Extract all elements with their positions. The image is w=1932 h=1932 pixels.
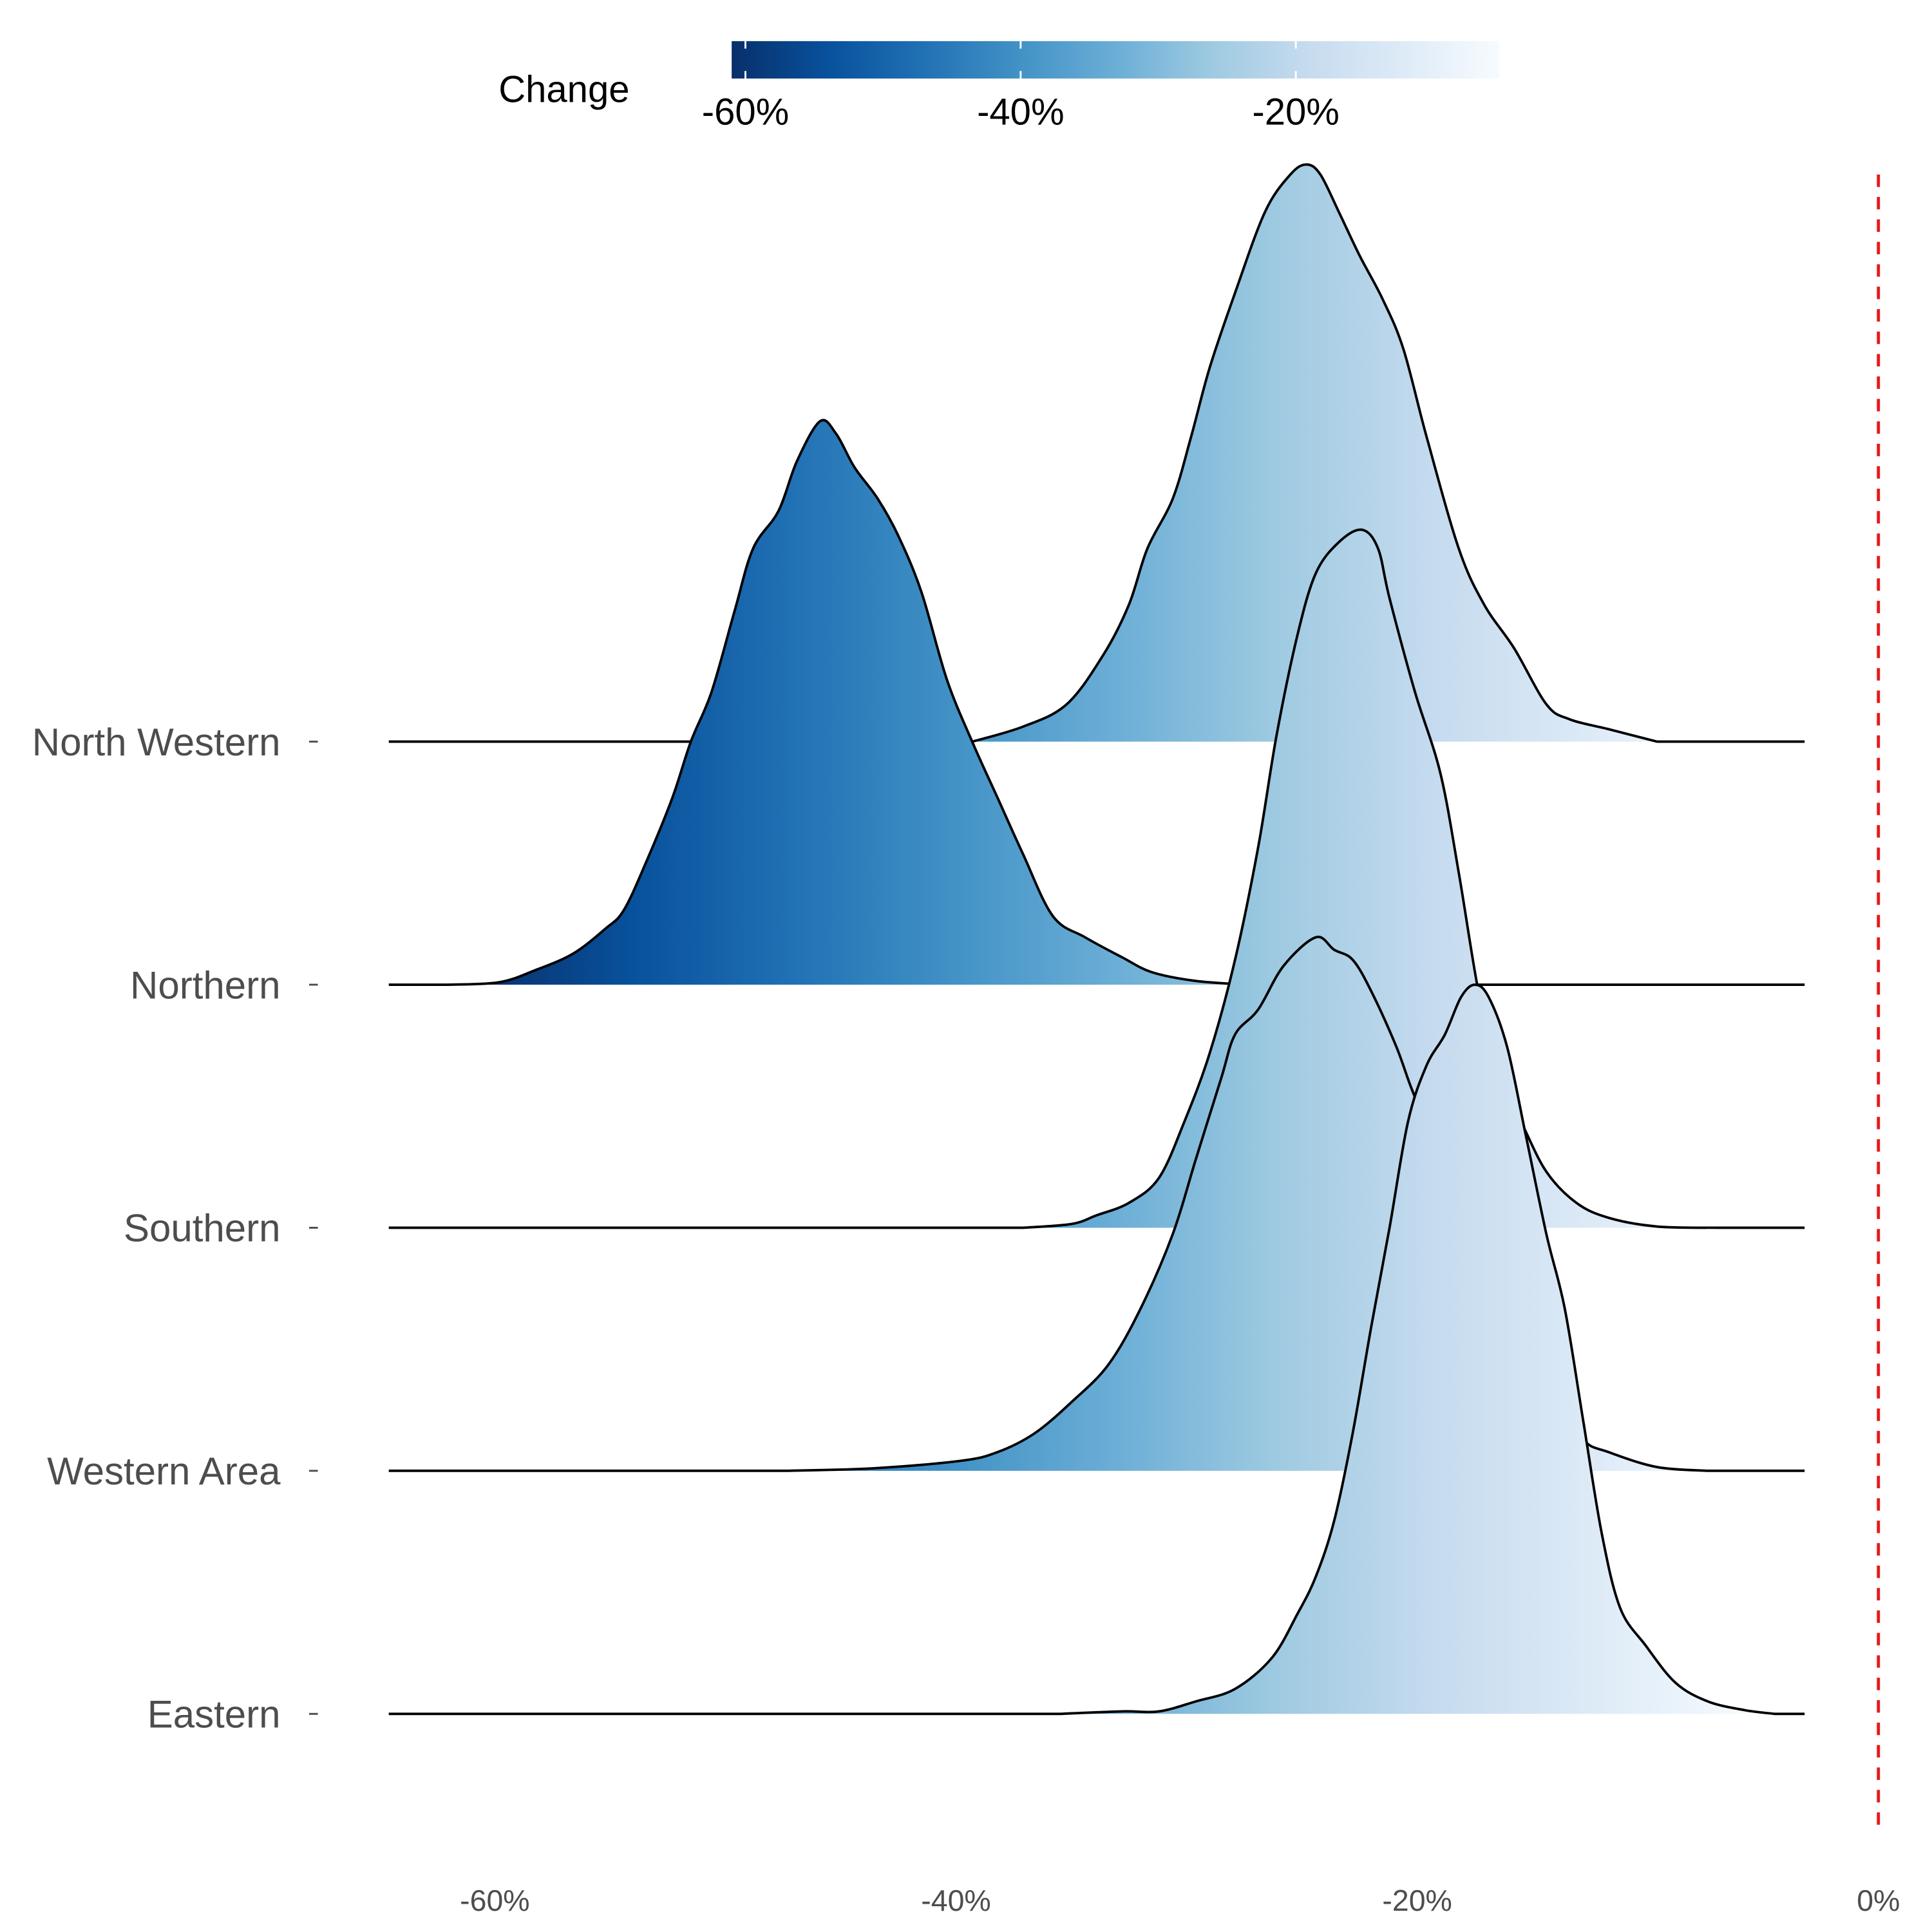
legend-title: Change: [498, 69, 629, 111]
y-tick-label: Eastern: [147, 1693, 281, 1736]
ridge-line-eastern: [388, 983, 1805, 1716]
legend-tick-label: -60%: [702, 91, 790, 133]
x-tick-label: 0%: [1857, 1884, 1900, 1917]
legend-tick-label: -20%: [1252, 91, 1340, 133]
ridge-western-area: [388, 935, 1805, 1472]
ridge-line-north-western: [388, 163, 1805, 743]
legend-colorbar: [732, 41, 1500, 79]
ridge-line-northern: [388, 419, 1805, 986]
ridge-fill-eastern: [1059, 985, 1775, 1714]
legend-tick-label: -40%: [977, 91, 1065, 133]
x-tick-label: -20%: [1382, 1884, 1452, 1917]
ridge-fill-southern: [1023, 529, 1719, 1228]
ridge-fill-north-western: [972, 164, 1658, 742]
x-axis: -60% -40% -20% 0%: [460, 1884, 1900, 1917]
ridge-southern: [388, 528, 1805, 1229]
ridge-eastern: [388, 983, 1805, 1716]
y-tick-label: Southern: [124, 1207, 281, 1250]
y-axis: North Western Northern Southern Western Are…: [32, 721, 318, 1736]
y-tick-label: Northern: [130, 963, 280, 1007]
ridges: [388, 163, 1805, 1716]
ridge-northern: [388, 419, 1805, 986]
x-tick-label: -40%: [921, 1884, 990, 1917]
y-tick-label: North Western: [32, 721, 281, 764]
ridge-north-western: [388, 163, 1805, 743]
y-tick-label: Western Area: [47, 1450, 281, 1493]
ridge-fill-northern: [448, 420, 1247, 985]
legend: Change -60% -40% -20%: [498, 41, 1500, 133]
x-tick-label: -60%: [460, 1884, 529, 1917]
ridge-line-southern: [388, 528, 1805, 1229]
